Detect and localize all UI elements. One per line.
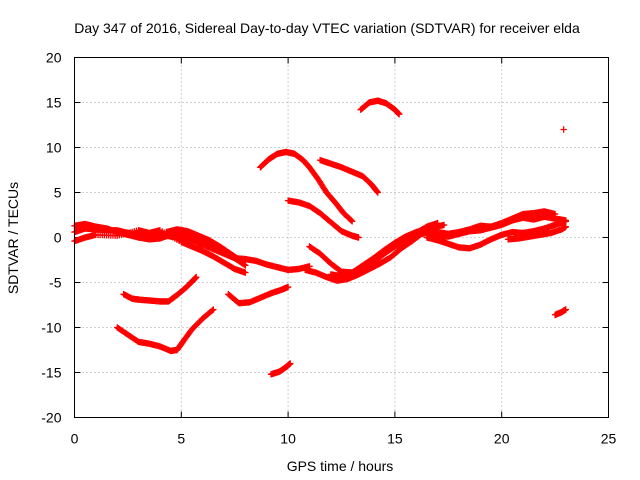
data-point [209,307,216,314]
data-point [237,257,245,265]
series-arc-evening-d [504,223,569,243]
series-arc-evening-c [413,208,559,238]
y-tick-label: 15 [46,95,62,111]
series-arc-high-c [284,197,362,241]
x-tick-label: 10 [280,431,296,447]
y-tick-label: 20 [46,50,62,66]
y-tick-label: 5 [54,185,62,201]
data-point [348,218,356,225]
data-point [562,218,569,225]
data-point [241,261,248,268]
data-point [551,210,559,218]
series-arc-main-d [163,226,245,265]
data-point [193,273,200,281]
y-tick-label: -20 [41,410,61,426]
data-point [284,283,292,291]
data-point [236,256,244,264]
data-point [562,223,569,230]
x-tick-label: 15 [387,431,403,447]
plot-frame [74,57,609,418]
x-axis-label: GPS time / hours [287,458,394,474]
data-point [562,306,569,313]
data-point [242,262,249,269]
series-arc-high-b [316,156,382,196]
series-arc-low-d [267,360,294,378]
x-tick-label: 0 [71,431,79,447]
series-arc-low-b [114,306,217,355]
y-tick-label: 10 [46,140,62,156]
data-point [434,219,441,227]
x-tick-label: 25 [601,431,617,447]
data-point [374,189,382,196]
series-arc-low-c [225,283,292,307]
series-arc-high-d [357,97,403,118]
series-arc-late-b [560,126,567,133]
data-point [440,221,448,229]
y-tick-label: -5 [49,275,62,291]
y-tick-label: -15 [41,365,61,381]
series-arc-low-a [120,273,200,305]
series-arc-high-a [257,148,356,225]
y-axis-label: SDTVAR / TECUs [5,182,21,294]
series-arc-evening-b [423,218,569,252]
series-arc-late-a [551,306,569,319]
x-tick-label: 20 [494,431,510,447]
data-point [242,269,249,276]
y-tick-label: 0 [54,230,62,246]
axes: 0 5 10 15 20 25 -20 -15 -10 -5 0 5 10 15 20 [41,50,616,447]
y-tick-label: -10 [41,320,61,336]
data-point [348,217,355,224]
data-point [395,111,403,118]
data-point [355,234,362,241]
data-point [560,126,567,133]
x-tick-label: 5 [177,431,185,447]
chart-title: Day 347 of 2016, Sidereal Day-to-day VTE… [74,20,580,36]
data-marks [71,97,569,378]
data-point [210,306,217,313]
data-point [287,360,294,367]
